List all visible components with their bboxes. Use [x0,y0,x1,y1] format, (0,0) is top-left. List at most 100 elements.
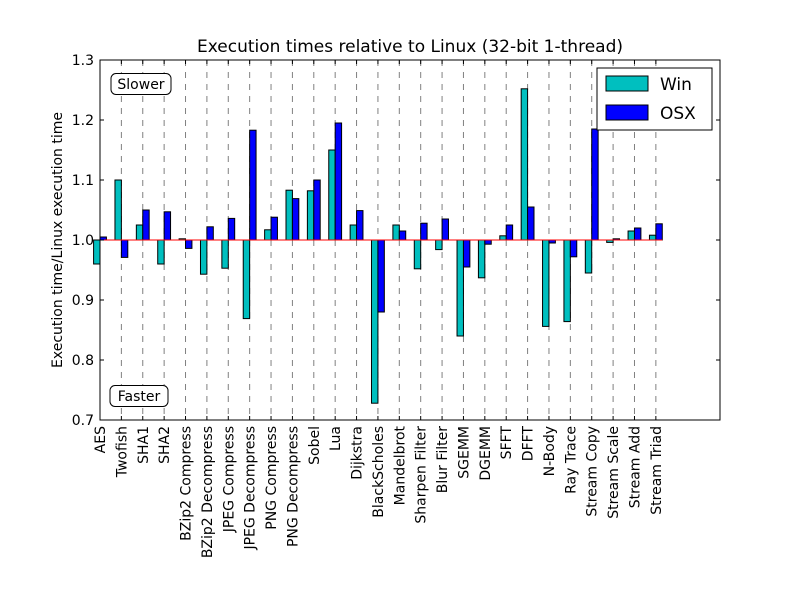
slower-annotation-text: Slower [117,77,164,93]
bar-win [584,239,593,274]
x-tick-label: Lua [328,426,344,451]
x-tick-label: Stream Scale [606,426,622,519]
x-tick-label: AES [93,426,109,453]
bar-osx [527,206,535,241]
x-tick-label: Twofish [114,426,130,478]
bar-osx [462,239,471,268]
bar-win [542,239,550,327]
bar-osx [377,239,385,313]
bar-osx [441,218,449,241]
bar-win [242,239,251,320]
bar-win [157,239,165,265]
x-tick-label: BZip2 Decompress [200,426,216,558]
y-axis-label: Execution time/Linux execution time [50,112,66,368]
bar-win [221,239,229,269]
bar-osx [120,239,129,258]
faster-annotation-box [109,385,169,407]
slower-annotation-box [110,73,172,95]
bar-osx [569,239,578,258]
y-tick-label: 1.3 [72,53,94,69]
bar-win [349,224,358,241]
bar-osx [655,223,663,241]
legend: Win OSX [596,67,713,131]
bar-osx [185,239,193,249]
bar-win [477,239,486,279]
legend-swatch-win [605,75,649,92]
bar-osx [505,224,514,241]
bar-osx [206,226,214,241]
bar-win [264,229,272,241]
legend-swatch-osx [605,104,649,121]
bar-win [371,239,379,404]
x-tick-label: DGEMM [478,426,494,481]
x-tick-label: SHA2 [157,426,173,464]
bar-osx [334,122,343,241]
bar-osx [163,211,172,241]
x-tick-label: SFFT [499,426,515,460]
bar-osx [249,129,257,241]
x-tick-label: Ray Trace [563,426,579,494]
bar-osx [484,239,492,245]
x-tick-label: Blur Filter [435,426,451,493]
x-tick-label: Stream Add [627,426,643,508]
y-tick-label: 0.7 [72,413,94,429]
bar-win [392,224,400,241]
bar-osx [291,198,300,241]
faster-annotation-text: Faster [118,389,161,405]
bar-win [135,224,144,241]
bar-osx [420,222,428,241]
bar-win [499,235,507,241]
x-tick-label: Stream Copy [585,426,601,517]
x-tick-label: Sobel [307,426,323,465]
x-tick-label: Dijkstra [350,426,366,480]
bar-osx [591,128,599,241]
bar-win [285,189,293,241]
x-tick-label: PNG Decompress [285,426,301,547]
x-tick-label: PNG Compress [264,426,280,530]
faster-annotation: Faster [109,385,169,407]
bar-osx [633,227,642,241]
bar-win [114,179,122,241]
bar-osx [270,216,278,241]
bar-win [563,239,571,323]
x-tick-label: JPEG Decompress [243,426,259,551]
x-tick-label: N-Body [542,426,558,476]
x-tick-label: BZip2 Compress [179,426,195,541]
x-tick-label: Stream Triad [649,426,665,515]
y-tick-label: 0.9 [72,293,94,309]
y-axis-ticks: 0.7 0.8 0.9 1.0 1.1 1.2 1.3 [72,53,720,429]
bar-win [520,88,529,241]
bar-win [435,239,443,251]
bar-osx [398,230,407,241]
y-tick-label: 1.2 [72,113,94,129]
bar-win [648,234,657,241]
bar-osx [142,209,150,241]
bar-win [199,239,208,275]
legend-label-osx: OSX [660,104,696,124]
x-tick-label: Sharpen Filter [414,426,430,524]
bar-osx [313,179,321,241]
bar-win [306,190,315,241]
x-tick-label: BlackScholes [371,426,387,518]
bar-osx [227,217,236,241]
x-tick-label: SHA1 [136,426,152,464]
y-tick-label: 1.0 [72,233,94,249]
bar-win [93,239,101,265]
bar-win [328,149,336,241]
bars [93,88,663,404]
x-axis-ticks: AES Twofish SHA1 SHA2 BZip2 Compress BZip2 De… [93,60,665,558]
slower-annotation: Slower [110,73,172,95]
bar-win [456,239,464,337]
legend-label-win: Win [660,75,692,95]
x-tick-label: DFFT [521,426,537,462]
x-tick-label: JPEG Compress [221,426,237,533]
x-tick-label: Mandelbrot [392,425,408,505]
chart-title: Execution times relative to Linux (32-bi… [197,37,623,57]
x-tick-label: SGEMM [456,426,472,479]
bar-win [413,239,422,270]
bar-osx [356,210,364,241]
bar-win [627,230,635,241]
y-tick-label: 0.8 [72,353,94,369]
y-tick-label: 1.1 [72,173,94,189]
